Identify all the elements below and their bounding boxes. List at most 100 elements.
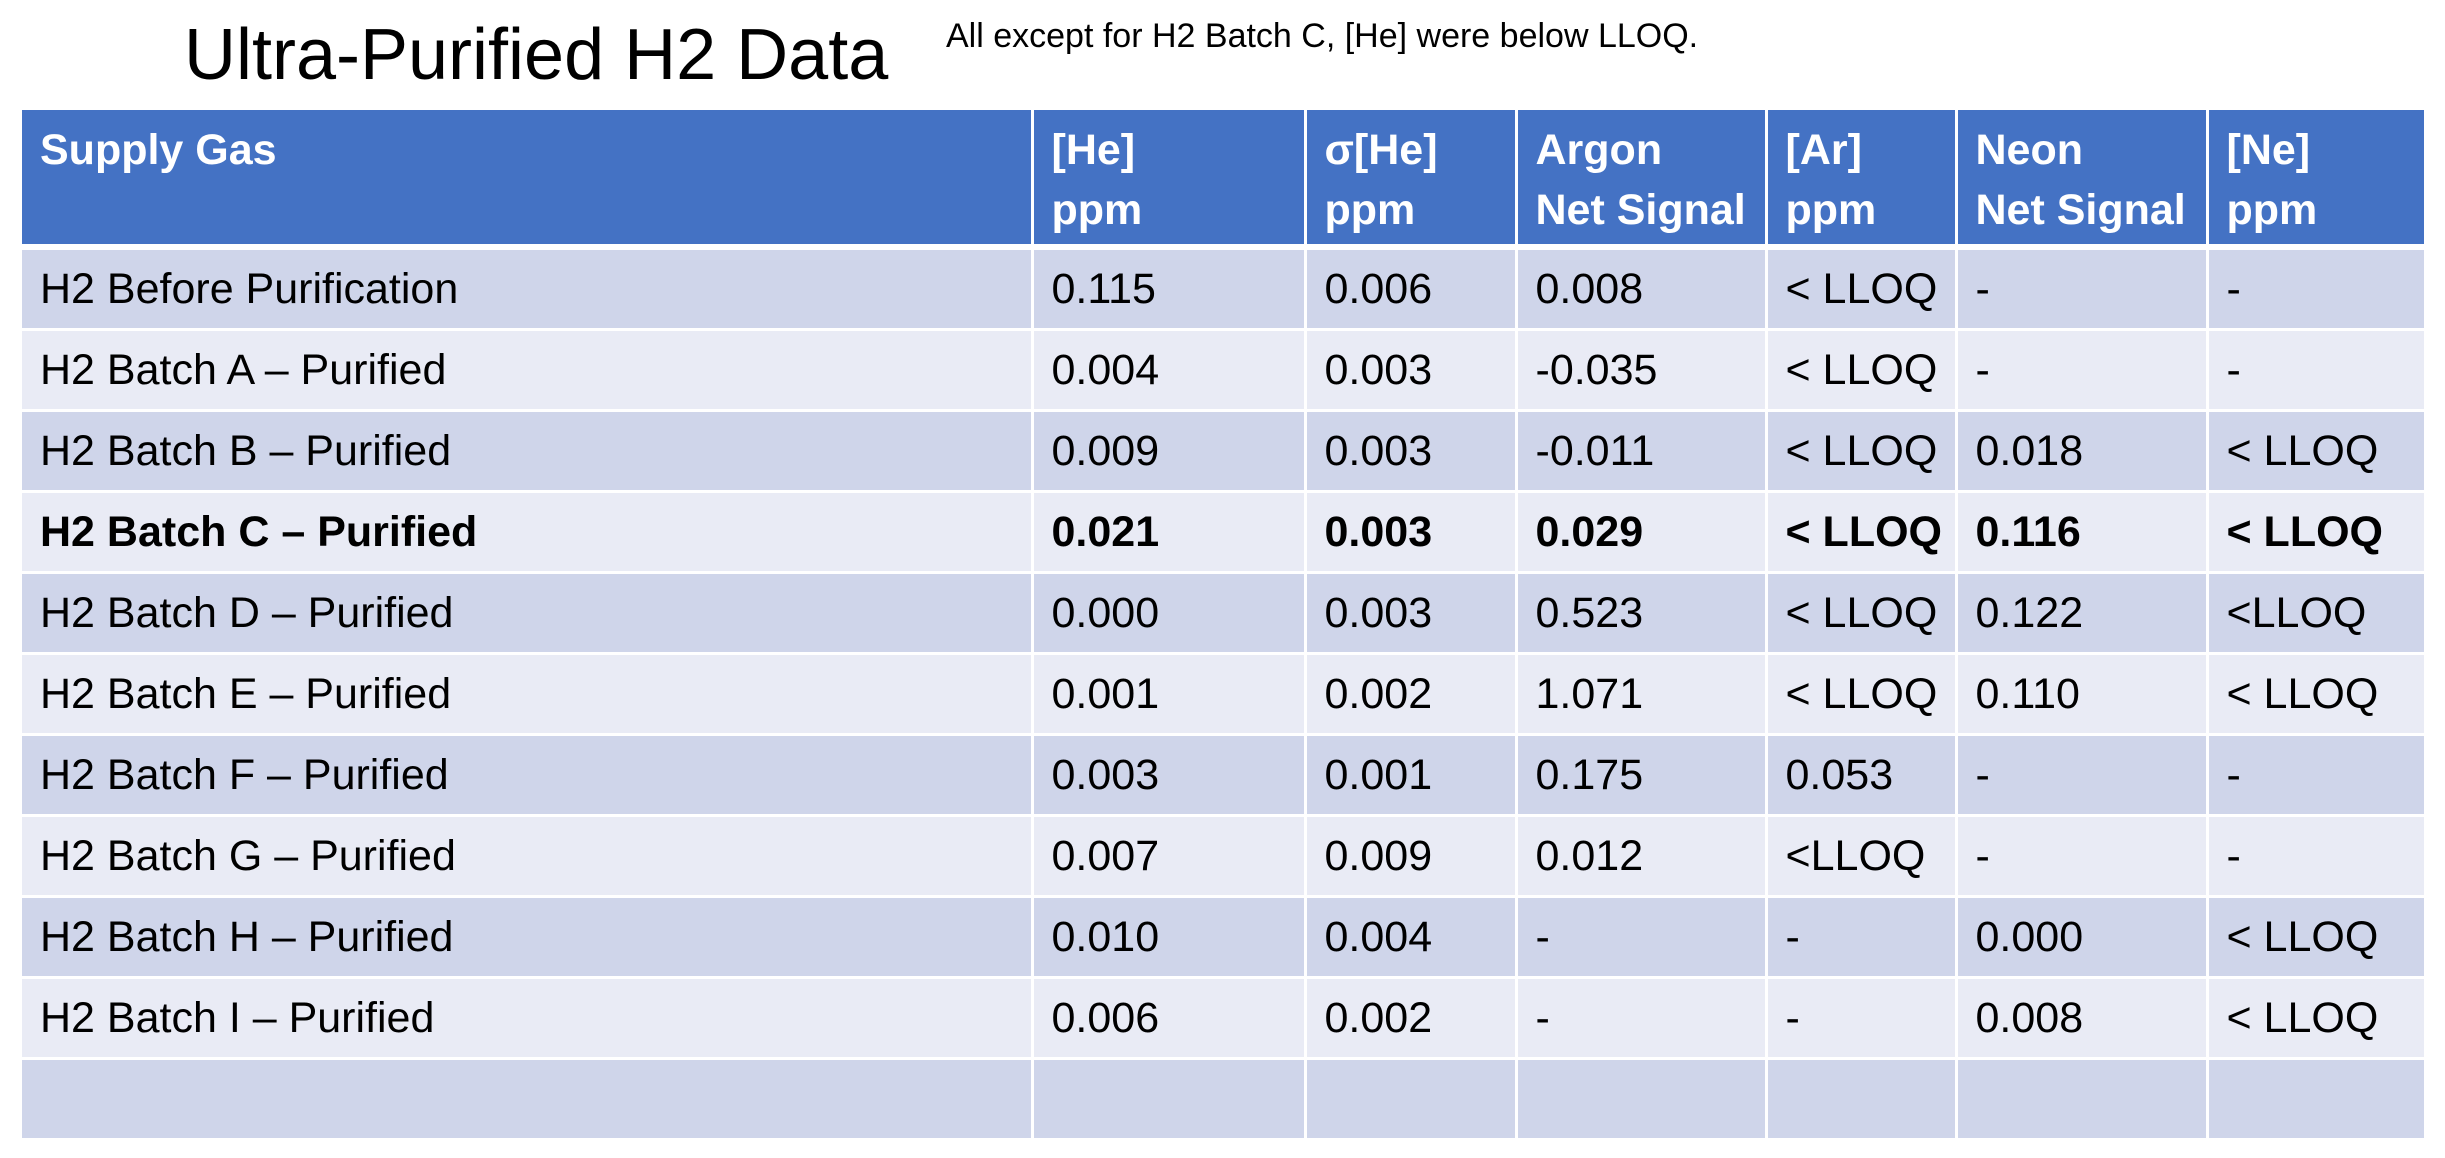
cell-supply-gas: H2 Batch E – Purified (22, 653, 1034, 736)
cell-ar-ppm (1766, 1058, 1958, 1141)
cell-argon-net-signal: 0.008 (1516, 247, 1768, 331)
cell-he-ppm: 0.004 (1032, 329, 1307, 412)
cell-he-ppm: 0.010 (1032, 896, 1307, 979)
cell-he-ppm: 0.006 (1032, 977, 1307, 1060)
table-row: H2 Batch H – Purified 0.010 0.004 - - 0.… (22, 896, 2424, 979)
cell-ne-ppm: < LLOQ (2207, 410, 2424, 493)
cell-sigma-he-ppm: 0.002 (1305, 653, 1518, 736)
cell-ne-ppm: - (2207, 734, 2424, 817)
cell-ne-ppm (2207, 1058, 2424, 1141)
table-row: H2 Batch I – Purified 0.006 0.002 - - 0.… (22, 977, 2424, 1060)
table-row: H2 Before Purification 0.115 0.006 0.008… (22, 247, 2424, 331)
cell-ar-ppm: - (1766, 977, 1958, 1060)
cell-he-ppm: 0.007 (1032, 815, 1307, 898)
cell-he-ppm: 0.001 (1032, 653, 1307, 736)
cell-argon-net-signal: - (1516, 896, 1768, 979)
header-neon-net-signal: Neon Net Signal (1956, 110, 2209, 250)
data-table: Supply Gas [He] ppm σ[He] ppm Argon Net … (22, 110, 2424, 1141)
cell-sigma-he-ppm: 0.003 (1305, 572, 1518, 655)
cell-neon-net-signal: - (1956, 734, 2209, 817)
cell-supply-gas: H2 Before Purification (22, 247, 1034, 331)
cell-supply-gas (22, 1058, 1034, 1141)
cell-he-ppm: 0.115 (1032, 247, 1307, 331)
header-line2: ppm (1324, 186, 1416, 234)
cell-neon-net-signal: 0.008 (1956, 977, 2209, 1060)
header-line1: Argon (1535, 126, 1663, 174)
cell-neon-net-signal: - (1956, 815, 2209, 898)
header-line1: [Ne] (2226, 126, 2311, 174)
cell-sigma-he-ppm: 0.003 (1305, 491, 1518, 574)
cell-ne-ppm: < LLOQ (2207, 896, 2424, 979)
cell-ar-ppm: < LLOQ (1766, 247, 1958, 331)
cell-he-ppm: 0.009 (1032, 410, 1307, 493)
header-sigma-he-ppm: σ[He] ppm (1305, 110, 1518, 250)
cell-ar-ppm: < LLOQ (1766, 572, 1958, 655)
cell-sigma-he-ppm: 0.009 (1305, 815, 1518, 898)
cell-neon-net-signal: 0.122 (1956, 572, 2209, 655)
cell-ar-ppm: 0.053 (1766, 734, 1958, 817)
cell-supply-gas: H2 Batch B – Purified (22, 410, 1034, 493)
table-row: H2 Batch B – Purified 0.009 0.003 -0.011… (22, 410, 2424, 493)
cell-ne-ppm: <LLOQ (2207, 572, 2424, 655)
cell-he-ppm: 0.003 (1032, 734, 1307, 817)
cell-ne-ppm: - (2207, 329, 2424, 412)
cell-argon-net-signal: 1.071 (1516, 653, 1768, 736)
header-line1: σ[He] (1324, 126, 1438, 174)
cell-argon-net-signal: 0.175 (1516, 734, 1768, 817)
cell-sigma-he-ppm: 0.003 (1305, 410, 1518, 493)
cell-ne-ppm: < LLOQ (2207, 491, 2424, 574)
header-line2: Net Signal (1535, 186, 1746, 234)
cell-sigma-he-ppm: 0.004 (1305, 896, 1518, 979)
cell-supply-gas: H2 Batch D – Purified (22, 572, 1034, 655)
cell-argon-net-signal: 0.012 (1516, 815, 1768, 898)
cell-neon-net-signal (1956, 1058, 2209, 1141)
cell-he-ppm: 0.000 (1032, 572, 1307, 655)
header-line2: ppm (1051, 186, 1143, 234)
table-row: H2 Batch A – Purified 0.004 0.003 -0.035… (22, 329, 2424, 412)
table-row: H2 Batch D – Purified 0.000 0.003 0.523 … (22, 572, 2424, 655)
cell-neon-net-signal: - (1956, 329, 2209, 412)
table-row: H2 Batch F – Purified 0.003 0.001 0.175 … (22, 734, 2424, 817)
cell-sigma-he-ppm: 0.006 (1305, 247, 1518, 331)
header-row: Supply Gas [He] ppm σ[He] ppm Argon Net … (22, 110, 2424, 250)
table-row-highlighted: H2 Batch C – Purified 0.021 0.003 0.029 … (22, 491, 2424, 574)
cell-argon-net-signal: -0.035 (1516, 329, 1768, 412)
header-line2: Net Signal (1975, 186, 2186, 234)
header-line2: ppm (2226, 186, 2318, 234)
cell-ne-ppm: < LLOQ (2207, 653, 2424, 736)
cell-supply-gas: H2 Batch H – Purified (22, 896, 1034, 979)
cell-argon-net-signal (1516, 1058, 1768, 1141)
cell-neon-net-signal: 0.000 (1956, 896, 2209, 979)
header-line1: Supply Gas (40, 126, 277, 174)
cell-supply-gas: H2 Batch A – Purified (22, 329, 1034, 412)
cell-ar-ppm: < LLOQ (1766, 329, 1958, 412)
header-line1: Neon (1975, 126, 2084, 174)
header-line1: [He] (1051, 126, 1136, 174)
cell-argon-net-signal: - (1516, 977, 1768, 1060)
cell-ar-ppm: < LLOQ (1766, 491, 1958, 574)
cell-sigma-he-ppm: 0.003 (1305, 329, 1518, 412)
cell-ne-ppm: < LLOQ (2207, 977, 2424, 1060)
header-line2: ppm (1785, 186, 1877, 234)
slide-note: All except for H2 Batch C, [He] were bel… (946, 17, 1699, 55)
cell-ar-ppm: <LLOQ (1766, 815, 1958, 898)
header-ar-ppm: [Ar] ppm (1766, 110, 1958, 250)
cell-supply-gas: H2 Batch G – Purified (22, 815, 1034, 898)
cell-neon-net-signal: 0.116 (1956, 491, 2209, 574)
cell-sigma-he-ppm: 0.001 (1305, 734, 1518, 817)
header-he-ppm: [He] ppm (1032, 110, 1307, 250)
table-row: H2 Batch E – Purified 0.001 0.002 1.071 … (22, 653, 2424, 736)
header-line1: [Ar] (1785, 126, 1862, 174)
cell-ar-ppm: < LLOQ (1766, 410, 1958, 493)
slide-title: Ultra-Purified H2 Data (184, 15, 889, 95)
header-argon-net-signal: Argon Net Signal (1516, 110, 1768, 250)
cell-supply-gas: H2 Batch C – Purified (22, 491, 1034, 574)
cell-neon-net-signal: - (1956, 247, 2209, 331)
cell-supply-gas: H2 Batch F – Purified (22, 734, 1034, 817)
cell-argon-net-signal: 0.523 (1516, 572, 1768, 655)
cell-argon-net-signal: -0.011 (1516, 410, 1768, 493)
cell-ar-ppm: < LLOQ (1766, 653, 1958, 736)
header-ne-ppm: [Ne] ppm (2207, 110, 2424, 250)
table-row-empty (22, 1058, 2424, 1141)
